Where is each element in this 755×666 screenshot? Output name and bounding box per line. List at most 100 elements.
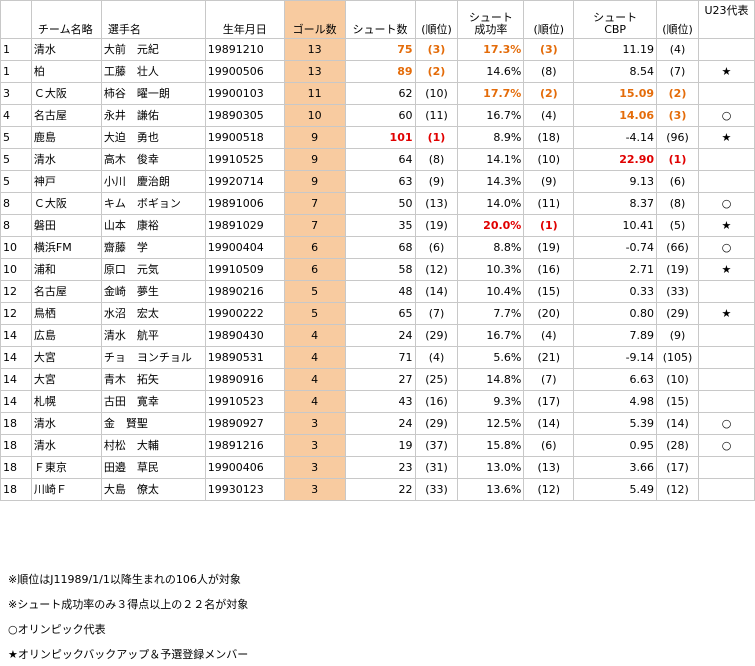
cbp-rank-cell: (6)	[656, 170, 699, 193]
cbp-cell: -9.14	[573, 346, 658, 369]
table-row: 14 大宮 青木 拓矢 19890916 4 27 (25) 14.8% (7) 6.63 (10)	[0, 368, 755, 391]
cbp-cell: 0.33	[573, 280, 658, 303]
table-row: 5 神戸 小川 慶治朗 19920714 9 63 (9) 14.3% (9) 9.13 (6)	[0, 170, 755, 193]
dob-cell: 19890927	[204, 412, 285, 435]
rate-rank-cell: (15)	[523, 280, 575, 303]
shots-cell: 62	[344, 82, 416, 105]
rate-rank-cell: (8)	[523, 60, 575, 83]
dob-cell: 19900103	[204, 82, 285, 105]
rate-cell: 12.5%	[457, 412, 525, 435]
dob-cell: 19900406	[204, 456, 285, 479]
rate-cell: 16.7%	[457, 324, 525, 347]
cbp-cell: 11.19	[573, 38, 658, 61]
rank-cell: 1	[0, 38, 32, 61]
cbp-cell: -0.74	[573, 236, 658, 259]
table-row: 10 横浜FM 齋藤 学 19900404 6 68 (6) 8.8% (19) -0.74 (66…	[0, 236, 755, 259]
rate-rank-cell: (20)	[523, 302, 575, 325]
player-name-cell: 永井 謙佑	[100, 104, 206, 127]
rate-cell: 7.7%	[457, 302, 525, 325]
player-name-cell: 高木 俊幸	[100, 148, 206, 171]
rate-rank-cell: (10)	[523, 148, 575, 171]
team-cell: 札幌	[30, 390, 102, 413]
header-player: 選手名	[100, 0, 206, 39]
table-row: 12 名古屋 金崎 夢生 19890216 5 48 (14) 10.4% (15) 0.33 (3…	[0, 280, 755, 303]
shots-cell: 24	[344, 324, 416, 347]
dob-cell: 19890216	[204, 280, 285, 303]
dob-cell: 19930123	[204, 478, 285, 501]
cbp-rank-cell: (7)	[656, 60, 699, 83]
rate-cell: 8.8%	[457, 236, 525, 259]
rank-cell: 14	[0, 390, 32, 413]
team-cell: 川崎Ｆ	[30, 478, 102, 501]
player-name-cell: 大迫 勇也	[100, 126, 206, 149]
player-name-cell: 小川 慶治朗	[100, 170, 206, 193]
u23-mark-cell	[697, 346, 755, 369]
player-name-cell: 青木 拓矢	[100, 368, 206, 391]
shots-rank-cell: (33)	[414, 478, 459, 501]
cbp-cell: 3.66	[573, 456, 658, 479]
note-rate-scope: ※シュート成功率のみ３得点以上の２２名が対象	[8, 598, 249, 611]
goals-cell: 7	[283, 192, 346, 215]
rank-cell: 18	[0, 434, 32, 457]
rate-rank-cell: (12)	[523, 478, 575, 501]
goals-cell: 7	[283, 214, 346, 237]
rank-cell: 12	[0, 280, 32, 303]
goals-cell: 6	[283, 258, 346, 281]
cbp-cell: 6.63	[573, 368, 658, 391]
header-cbp-line1: シュート	[593, 11, 638, 24]
u23-mark-cell	[697, 456, 755, 479]
rank-cell: 18	[0, 456, 32, 479]
dob-cell: 19900506	[204, 60, 285, 83]
table-row: 18 Ｆ東京 田邉 草民 19900406 3 23 (31) 13.0% (13) 3.66 (1…	[0, 456, 755, 479]
goals-cell: 9	[283, 126, 346, 149]
goals-cell: 9	[283, 170, 346, 193]
table-row: 12 鳥栖 水沼 宏太 19900222 5 65 (7) 7.7% (20) 0.80 (29) ★	[0, 302, 755, 325]
header-rate-line1: シュート	[468, 11, 513, 24]
player-name-cell: 村松 大輔	[100, 434, 206, 457]
u23-mark-cell: ○	[697, 434, 755, 457]
rate-rank-cell: (21)	[523, 346, 575, 369]
table-row: 14 札幌 古田 寛幸 19910523 4 43 (16) 9.3% (17) 4.98 (15)	[0, 390, 755, 413]
shots-cell: 89	[344, 60, 416, 83]
shots-cell: 22	[344, 478, 416, 501]
team-cell: 名古屋	[30, 104, 102, 127]
rate-rank-cell: (4)	[523, 324, 575, 347]
rank-cell: 12	[0, 302, 32, 325]
dob-cell: 19910523	[204, 390, 285, 413]
u23-mark-cell	[697, 390, 755, 413]
shots-cell: 24	[344, 412, 416, 435]
shots-rank-cell: (6)	[414, 236, 459, 259]
table-row: 5 鹿島 大迫 勇也 19900518 9 101 (1) 8.9% (18) -4.14 (96)…	[0, 126, 755, 149]
rank-cell: 18	[0, 478, 32, 501]
header-rate: シュート 成功率	[457, 0, 525, 39]
team-cell: 柏	[30, 60, 102, 83]
rate-rank-cell: (6)	[523, 434, 575, 457]
team-cell: 鳥栖	[30, 302, 102, 325]
stats-table: チーム名略 選手名 生年月日 ゴール数 シュート数 (順位) シュート 成功率 …	[0, 0, 755, 501]
team-cell: 名古屋	[30, 280, 102, 303]
team-cell: 横浜FM	[30, 236, 102, 259]
rate-cell: 8.9%	[457, 126, 525, 149]
rank-cell: 10	[0, 258, 32, 281]
shots-cell: 48	[344, 280, 416, 303]
rate-rank-cell: (17)	[523, 390, 575, 413]
player-name-cell: キム ボギョン	[100, 192, 206, 215]
u23-mark-cell: ○	[697, 104, 755, 127]
cbp-cell: 0.80	[573, 302, 658, 325]
header-row: チーム名略 選手名 生年月日 ゴール数 シュート数 (順位) シュート 成功率 …	[0, 0, 755, 39]
table-row: 14 大宮 チョ ヨンチョル 19890531 4 71 (4) 5.6% (21) -9.14(…	[0, 346, 755, 369]
cbp-rank-cell: (66)	[656, 236, 699, 259]
u23-mark-cell	[697, 170, 755, 193]
goals-cell: 4	[283, 346, 346, 369]
rank-cell: 8	[0, 214, 32, 237]
cbp-rank-cell: (15)	[656, 390, 699, 413]
header-rate-rank: (順位)	[523, 0, 575, 39]
dob-cell: 19910525	[204, 148, 285, 171]
cbp-rank-cell: (3)	[656, 104, 699, 127]
header-u23: U23代表	[697, 0, 755, 39]
goals-cell: 3	[283, 456, 346, 479]
u23-mark-cell	[697, 280, 755, 303]
table-row: 3 Ｃ大阪 柿谷 曜一朗 19900103 11 62 (10) 17.7% (2) 15.09(…	[0, 82, 755, 105]
shots-rank-cell: (19)	[414, 214, 459, 237]
header-cbp-line2: CBP	[604, 23, 627, 36]
